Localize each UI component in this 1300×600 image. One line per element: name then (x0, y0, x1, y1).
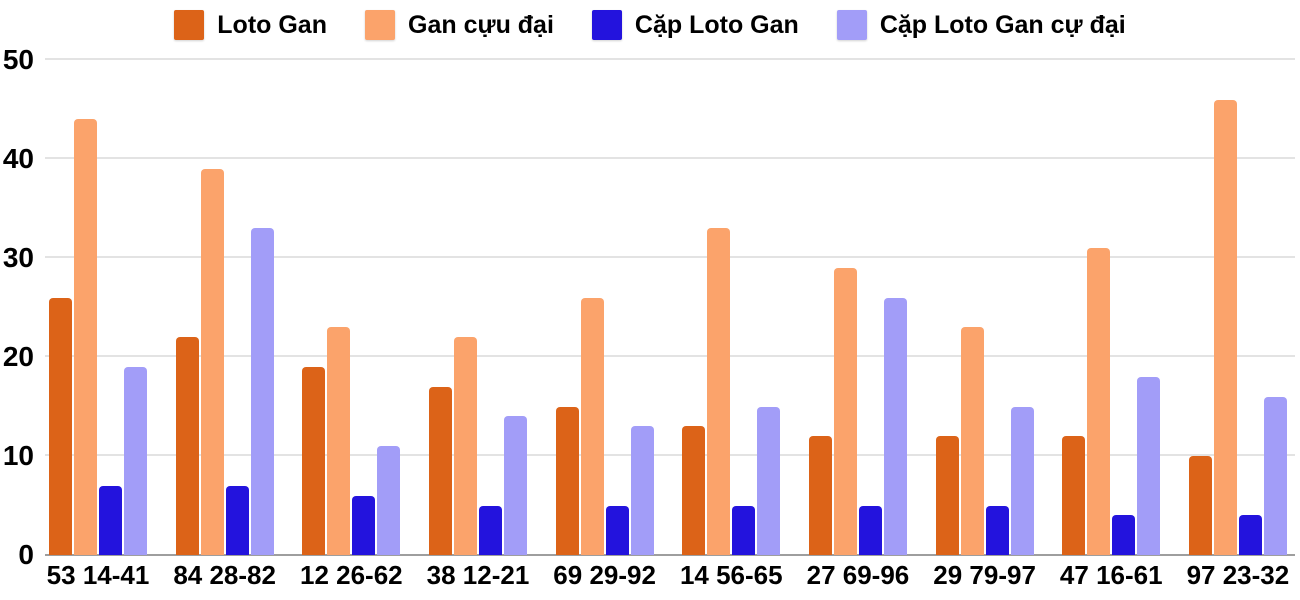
bar-Cặp Loto Gan cự đại-14 56-65[interactable] (757, 406, 781, 555)
bar-Gan cựu đại-38 12-21[interactable] (453, 337, 477, 555)
legend-item-2[interactable]: Cặp Loto Gan (591, 10, 799, 40)
x-tick-label-69 29-92: 69 29-92 (553, 560, 656, 590)
y-tick-label-20: 20 (2, 341, 34, 372)
x-tick-label-38 12-21: 38 12-21 (426, 560, 530, 590)
bar-Loto Gan-12 26-62[interactable] (302, 366, 326, 555)
y-tick-label-50: 50 (2, 44, 34, 75)
legend-swatch-icon (365, 10, 395, 40)
bar-Gan cựu đại-84 28-82[interactable] (200, 168, 224, 555)
bar-Cặp Loto Gan-47 16-61[interactable] (1112, 515, 1136, 555)
bar-Loto Gan-38 12-21[interactable] (428, 386, 452, 555)
bar-Loto Gan-29 79-97[interactable] (935, 436, 959, 555)
y-tick-label-30: 30 (2, 242, 34, 273)
legend-swatch-icon (174, 10, 205, 40)
legend-swatch-icon (836, 10, 867, 40)
gridline-40 (45, 157, 1295, 159)
bar-Gan cựu đại-27 69-96[interactable] (833, 267, 857, 555)
y-tick-label-0: 0 (18, 539, 34, 570)
bar-Cặp Loto Gan cự đại-97 23-32[interactable] (1263, 396, 1287, 555)
bar-Cặp Loto Gan-97 23-32[interactable] (1238, 515, 1262, 555)
bar-group-69 29-92 (555, 60, 654, 555)
bar-Loto Gan-14 56-65[interactable] (682, 426, 706, 555)
bar-Gan cựu đại-53 14-41[interactable] (74, 119, 97, 555)
bar-Loto Gan-27 69-96[interactable] (808, 436, 832, 555)
bar-Cặp Loto Gan cự đại-53 14-41[interactable] (124, 366, 147, 555)
gridline-20 (45, 355, 1295, 357)
bar-Cặp Loto Gan-12 26-62[interactable] (352, 495, 376, 555)
bar-Gan cựu đại-12 26-62[interactable] (327, 327, 351, 555)
bar-group-47 16-61 (1062, 60, 1161, 555)
legend-label: Loto Gan (217, 10, 327, 39)
x-tick-label-29 79-97: 29 79-97 (933, 560, 1036, 590)
bar-group-38 12-21 (428, 60, 527, 555)
bar-Gan cựu đại-69 29-92[interactable] (580, 297, 604, 555)
bar-group-12 26-62 (302, 60, 401, 555)
x-tick-label-53 14-41: 53 14-41 (46, 560, 150, 590)
legend-label: Gan cựu đại (408, 10, 554, 39)
legend-item-1[interactable]: Gan cựu đại (365, 10, 554, 40)
bar-Gan cựu đại-29 79-97[interactable] (960, 327, 984, 555)
bar-group-14 56-65 (682, 60, 781, 555)
bar-Cặp Loto Gan cự đại-38 12-21[interactable] (503, 416, 527, 555)
x-tick-label-14 56-65: 14 56-65 (679, 560, 783, 590)
bar-Cặp Loto Gan-27 69-96[interactable] (858, 505, 882, 555)
bar-group-84 28-82 (175, 60, 274, 555)
bar-Loto Gan-47 16-61[interactable] (1062, 436, 1086, 555)
bar-Loto Gan-69 29-92[interactable] (555, 406, 579, 555)
bar-Loto Gan-53 14-41[interactable] (49, 297, 72, 555)
y-tick-label-40: 40 (2, 143, 34, 174)
bar-group-97 23-32 (1188, 60, 1287, 555)
bar-groups (45, 60, 1295, 555)
bar-Cặp Loto Gan cự đại-29 79-97[interactable] (1010, 406, 1034, 555)
bar-group-53 14-41 (49, 60, 147, 555)
bar-group-27 69-96 (808, 60, 907, 555)
gridline-10 (45, 454, 1295, 456)
legend-item-0[interactable]: Loto Gan (174, 10, 327, 40)
bar-Cặp Loto Gan-53 14-41[interactable] (99, 485, 122, 555)
bar-Gan cựu đại-14 56-65[interactable] (707, 228, 731, 555)
legend-label: Cặp Loto Gan (634, 10, 799, 39)
bar-Cặp Loto Gan-38 12-21[interactable] (478, 505, 502, 555)
gridline-50 (45, 58, 1295, 60)
x-tick-label-97 23-32: 97 23-32 (1186, 560, 1290, 590)
legend-label: Cặp Loto Gan cự đại (879, 10, 1126, 39)
chart-legend: Loto Gan Gan cựu đại Cặp Loto Gan Cặp Loto … (0, 6, 1300, 44)
plot-area (45, 58, 1295, 556)
bar-Cặp Loto Gan cự đại-47 16-61[interactable] (1137, 376, 1161, 555)
bar-group-29 79-97 (935, 60, 1034, 555)
bar-Loto Gan-84 28-82[interactable] (175, 337, 199, 555)
x-axis-labels: 53 14-41 84 28-82 12 26-62 38 12-21 69 29-92… (45, 560, 1295, 591)
bar-Cặp Loto Gan cự đại-84 28-82[interactable] (250, 228, 274, 555)
bar-Cặp Loto Gan cự đại-12 26-62[interactable] (377, 446, 401, 555)
legend-item-3[interactable]: Cặp Loto Gan cự đại (836, 10, 1126, 40)
gridline-30 (45, 256, 1295, 258)
bar-Gan cựu đại-47 16-61[interactable] (1087, 248, 1111, 555)
bar-Gan cựu đại-97 23-32[interactable] (1213, 99, 1237, 555)
x-tick-label-84 28-82: 84 28-82 (173, 560, 276, 590)
bar-Cặp Loto Gan-84 28-82[interactable] (225, 485, 249, 555)
y-tick-label-10: 10 (2, 440, 34, 471)
legend-swatch-icon (591, 10, 622, 40)
bar-Cặp Loto Gan-14 56-65[interactable] (732, 505, 756, 555)
bar-Loto Gan-97 23-32[interactable] (1188, 456, 1212, 555)
bar-Cặp Loto Gan cự đại-27 69-96[interactable] (883, 297, 907, 555)
bar-Cặp Loto Gan cự đại-69 29-92[interactable] (630, 426, 654, 555)
bar-Cặp Loto Gan-29 79-97[interactable] (985, 505, 1009, 555)
x-tick-label-27 69-96: 27 69-96 (806, 560, 910, 590)
bar-Cặp Loto Gan-69 29-92[interactable] (605, 505, 629, 555)
x-axis-line (45, 554, 1295, 556)
x-tick-label-12 26-62: 12 26-62 (299, 560, 403, 590)
x-tick-label-47 16-61: 47 16-61 (1059, 560, 1163, 590)
